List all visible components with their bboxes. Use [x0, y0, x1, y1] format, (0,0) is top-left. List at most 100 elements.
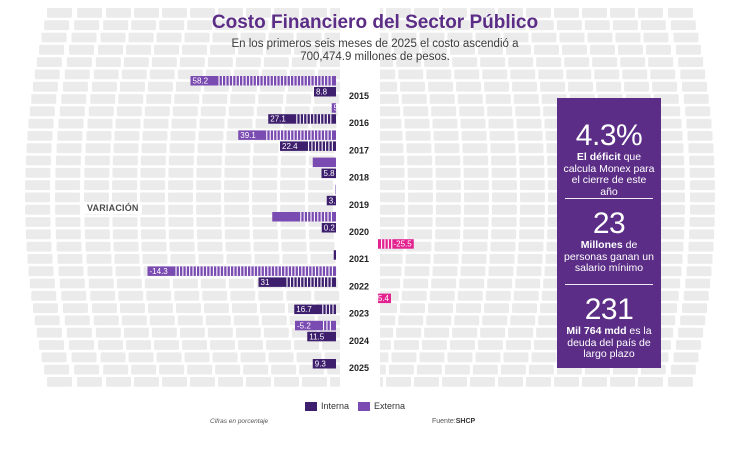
- grid-cell: [71, 32, 97, 43]
- bar-externa-2020-stripe: [324, 212, 326, 222]
- grid-cell: [95, 327, 121, 338]
- grid-cell: [517, 131, 543, 141]
- bar-interna-2022-stripe: [293, 277, 295, 287]
- bar-externa-2022-stripe: [314, 266, 316, 276]
- grid-cell: [34, 315, 60, 326]
- grid-cell: [516, 266, 542, 277]
- grid-cell: [510, 315, 536, 326]
- grid-cell: [656, 118, 682, 129]
- grid-cell: [271, 364, 297, 375]
- grid-cell: [312, 106, 338, 117]
- grid-cell: [61, 290, 87, 301]
- grid-cell: [396, 57, 422, 67]
- grid-cell: [56, 143, 82, 154]
- grid-cell: [25, 217, 51, 227]
- grid-cell: [456, 81, 482, 92]
- grid-cell: [513, 94, 539, 104]
- grid-cell: [32, 303, 58, 313]
- grid-cell: [668, 8, 693, 18]
- grid-cell: [685, 278, 711, 289]
- stat-debt-text: Mil 764 mdd es la deuda del país de larg…: [557, 325, 661, 361]
- grid-cell: [86, 254, 112, 264]
- grid-cell: [190, 8, 215, 18]
- grid-cell: [202, 94, 228, 104]
- bar-externa-2015-stripe: [306, 76, 308, 86]
- grid-cell: [512, 81, 538, 92]
- grid-cell: [491, 204, 517, 215]
- bar-interna-label-2023: 16.7: [296, 305, 312, 314]
- grid-cell: [640, 20, 666, 31]
- grid-cell: [310, 254, 336, 264]
- grid-cell: [376, 118, 402, 129]
- bar-externa-2016-fill: [331, 103, 336, 113]
- legend-interna-label: Interna: [321, 401, 350, 411]
- grid-cell: [196, 217, 222, 227]
- bar-externa-2022-stripe: [260, 266, 262, 276]
- grid-cell: [657, 254, 683, 264]
- grid-cell: [407, 217, 433, 227]
- grid-cell: [85, 241, 111, 252]
- grid-cell: [398, 315, 424, 326]
- grid-cell: [431, 278, 457, 289]
- bar-externa-2019: [335, 184, 336, 195]
- grid-cell: [398, 69, 424, 80]
- grid-cell: [266, 44, 292, 55]
- grid-cell: [196, 229, 222, 240]
- grid-cell: [212, 32, 238, 43]
- bar-externa-2023: [378, 293, 391, 304]
- grid-cell: [268, 352, 294, 363]
- grid-cell: [379, 204, 405, 215]
- grid-cell: [246, 8, 271, 18]
- grid-cell: [112, 155, 138, 166]
- bar-externa-2015-stripe: [238, 76, 240, 86]
- grid-cell: [58, 266, 84, 277]
- grid-cell: [531, 352, 557, 363]
- grid-cell: [393, 340, 419, 350]
- grid-cell: [533, 340, 559, 350]
- bar-externa-2022-stripe: [287, 266, 289, 276]
- grid-cell: [488, 118, 514, 129]
- bar-externa-2017-stripe: [303, 130, 305, 140]
- grid-cell: [41, 352, 67, 363]
- variation-label: VARIACIÓN: [84, 202, 142, 214]
- bar-interna-2019: [326, 195, 336, 206]
- stat-debt-desc: es la deuda del país de largo plazo: [567, 325, 652, 360]
- grid-cell: [254, 254, 280, 264]
- stat-deficit: 4.3% El déficit que calcula Monex para e…: [557, 120, 661, 198]
- bar-externa-2022-stripe: [223, 266, 225, 276]
- grid-cell: [112, 192, 137, 203]
- bar-interna-label-2017: 22.4: [282, 142, 298, 151]
- grid-cell: [196, 180, 222, 190]
- grid-cell: [503, 32, 529, 43]
- grid-cell: [668, 377, 693, 387]
- grid-cell: [25, 204, 51, 215]
- grid-cell: [485, 290, 511, 301]
- grid-cell: [142, 254, 168, 264]
- grid-cell: [85, 143, 111, 154]
- grid-cell: [64, 315, 90, 326]
- grid-cell: [31, 290, 57, 301]
- bar-interna-2018-fill: [321, 168, 336, 179]
- grid-cell: [401, 94, 427, 104]
- grid-cell: [57, 131, 83, 141]
- grid-cell: [538, 315, 564, 326]
- grid-cell: [582, 377, 607, 387]
- bar-externa-2015-stripe: [323, 76, 325, 86]
- grid-cell: [196, 155, 222, 166]
- bar-externa-2022-stripe: [250, 266, 252, 276]
- grid-cell: [380, 192, 405, 203]
- value-labels: 58.28.852.127.139.122.45.89.33.70.2-25.5…: [150, 77, 413, 369]
- grid-cell: [84, 229, 110, 240]
- grid-cell: [25, 229, 51, 240]
- bar-externa-2022-stripe: [192, 266, 194, 276]
- grid-cell: [256, 106, 282, 117]
- grid-cell: [670, 364, 696, 375]
- grid-cell: [302, 8, 327, 18]
- grid-cell: [238, 340, 264, 350]
- grid-cell: [154, 44, 180, 55]
- grid-cell: [233, 315, 259, 326]
- bar-externa-2015-stripe: [293, 76, 295, 86]
- grid-cell: [517, 254, 543, 264]
- bar-interna-2020-fill: [321, 223, 336, 233]
- grid-cell: [490, 241, 516, 252]
